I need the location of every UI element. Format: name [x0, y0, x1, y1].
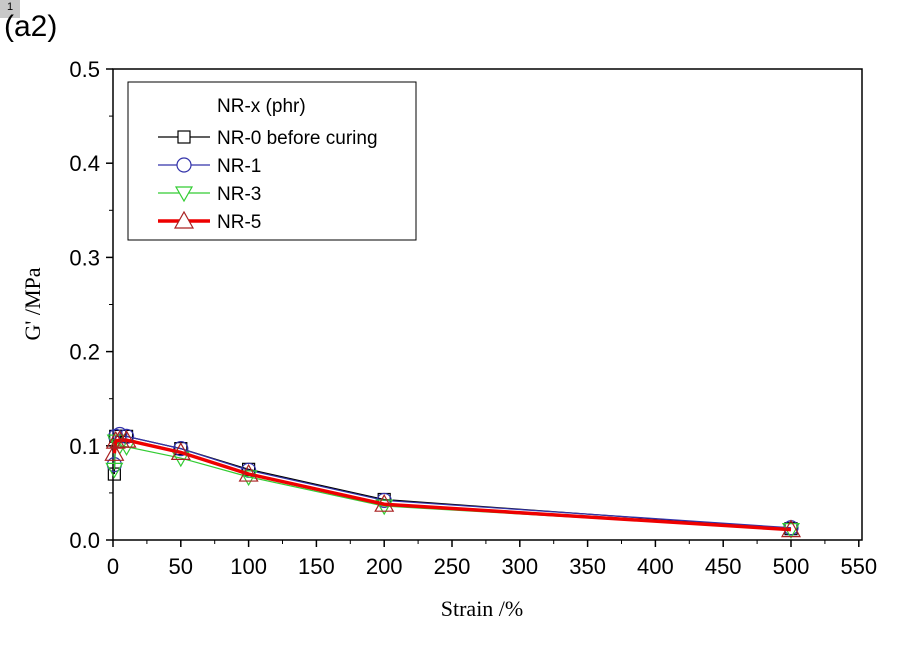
data-point [238, 463, 259, 482]
legend-box [127, 81, 417, 241]
x-tick-label: 50 [169, 554, 193, 579]
series-line [112, 438, 792, 532]
data-point [105, 462, 124, 479]
series-nr-1 [106, 426, 799, 536]
series-line [113, 439, 792, 531]
data-point [375, 499, 394, 516]
y-axis-label: G' /MPa [20, 267, 45, 340]
x-tick-label: 550 [840, 554, 877, 579]
panel-label: (a2) [4, 10, 58, 43]
data-point [780, 519, 802, 538]
x-tick-label: 500 [773, 554, 810, 579]
legend: NR-x (phr) NR-0 before curing NR-1 NR-3 NR-5 [127, 81, 417, 241]
data-point [173, 441, 189, 457]
data-point [105, 430, 126, 449]
x-tick-label: 100 [230, 554, 267, 579]
series-line [113, 433, 792, 529]
legend-marker [177, 130, 191, 144]
x-tick-label: 300 [501, 554, 538, 579]
legend-label: NR-3 [217, 184, 261, 205]
x-tick-label: 250 [434, 554, 471, 579]
x-tick-label: 400 [637, 554, 674, 579]
data-point [170, 442, 191, 460]
legend-label: NR-0 before curing [217, 128, 378, 149]
x-tick-label: 200 [366, 554, 403, 579]
y-tick-label: 0.3 [69, 245, 100, 270]
x-axis-label: Strain /% [441, 596, 524, 621]
y-tick-label: 0.2 [69, 340, 100, 365]
legend-title: NR-x (phr) [217, 96, 306, 117]
data-point [374, 493, 395, 512]
data-point [116, 429, 137, 448]
x-tick-label: 450 [705, 554, 742, 579]
series-line [113, 435, 792, 530]
x-tick-label: 0 [107, 554, 119, 579]
series-nr-5 [104, 429, 802, 538]
y-tick-label: 0.4 [69, 151, 100, 176]
legend-marker [176, 157, 192, 173]
y-tick-label: 0.5 [69, 57, 100, 82]
x-tick-label: 350 [569, 554, 606, 579]
x-tick-label: 150 [298, 554, 335, 579]
legend-marker [174, 186, 194, 203]
y-tick-label: 0.1 [69, 434, 100, 459]
legend-marker [173, 210, 195, 229]
legend-label: NR-1 [217, 156, 261, 177]
series-nr-0-before-curing [107, 429, 798, 536]
data-point [104, 443, 125, 461]
data-point [239, 470, 258, 487]
legend-label: NR-5 [217, 212, 261, 233]
page-badge: 1 [0, 0, 20, 18]
y-tick-label: 0.0 [69, 528, 100, 553]
